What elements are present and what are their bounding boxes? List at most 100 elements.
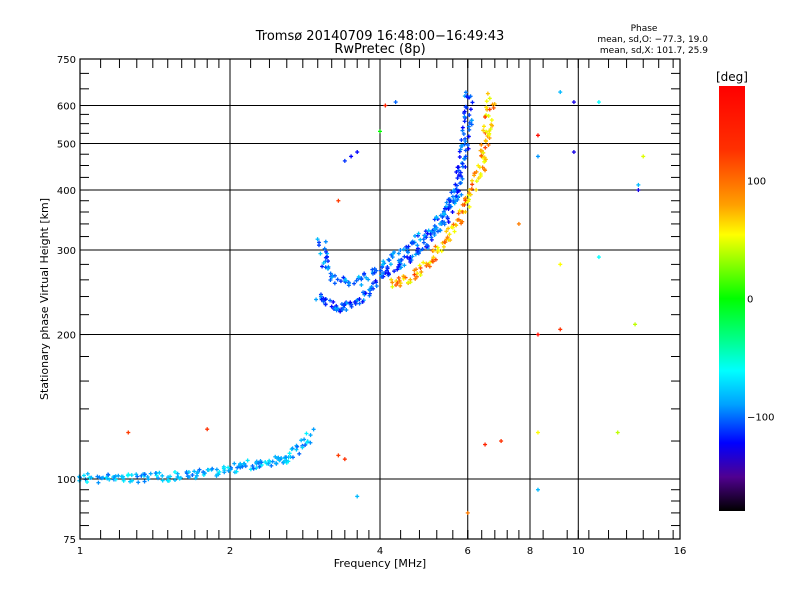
data-point xyxy=(450,225,455,230)
data-point xyxy=(466,146,471,151)
data-point xyxy=(240,464,245,469)
colorbar-label: [deg] xyxy=(716,70,748,84)
data-point xyxy=(433,244,438,249)
outlier-point xyxy=(535,430,540,435)
outlier-point xyxy=(126,430,131,435)
data-point xyxy=(483,139,488,144)
data-point xyxy=(390,255,395,260)
data-point xyxy=(145,474,150,479)
data-point xyxy=(256,461,261,466)
outlier-point xyxy=(342,158,347,163)
data-point xyxy=(457,154,462,159)
data-point xyxy=(380,274,385,279)
data-point xyxy=(395,267,400,272)
data-point xyxy=(385,265,390,270)
data-point xyxy=(464,94,469,99)
data-point xyxy=(328,298,333,303)
data-point xyxy=(438,221,443,226)
data-point xyxy=(415,271,420,276)
data-point xyxy=(487,129,492,134)
data-point xyxy=(96,480,101,485)
data-point xyxy=(257,464,262,469)
data-point xyxy=(142,479,147,484)
data-point xyxy=(323,302,328,307)
colorbar-tick-label: −100 xyxy=(747,413,774,424)
y-tick-label: 200 xyxy=(57,331,76,342)
data-point xyxy=(85,471,90,476)
data-point xyxy=(277,458,282,463)
colorbar-ticks: 100 0 −100 xyxy=(747,176,774,423)
data-point xyxy=(414,274,419,279)
data-point xyxy=(267,458,272,463)
outlier-point xyxy=(378,129,382,134)
data-point xyxy=(420,247,425,252)
data-point xyxy=(332,273,337,278)
data-point xyxy=(424,235,429,240)
outlier-point xyxy=(535,332,540,337)
data-point xyxy=(126,472,131,477)
data-point xyxy=(295,444,300,449)
data-point xyxy=(450,210,455,215)
data-point xyxy=(168,474,173,479)
outlier-point xyxy=(483,442,488,447)
data-point xyxy=(366,277,371,282)
data-point xyxy=(338,279,343,284)
data-point xyxy=(468,94,473,99)
outlier-point xyxy=(558,327,563,332)
outlier-point xyxy=(596,100,601,105)
data-point xyxy=(458,170,463,175)
data-point xyxy=(136,480,141,485)
data-point xyxy=(157,470,162,475)
data-point xyxy=(197,467,202,472)
data-point xyxy=(435,245,440,250)
outlier-point xyxy=(336,453,341,458)
data-point xyxy=(269,463,274,468)
data-point xyxy=(372,270,377,275)
data-point xyxy=(466,134,471,139)
data-point xyxy=(467,187,472,192)
data-point xyxy=(486,142,491,147)
data-point xyxy=(324,255,329,260)
data-point xyxy=(245,458,250,463)
data-point xyxy=(421,240,426,245)
data-point xyxy=(329,304,334,309)
data-point xyxy=(303,443,308,448)
data-point xyxy=(396,258,401,263)
data-points xyxy=(77,90,646,515)
outlier-point xyxy=(636,182,641,187)
y-tick-label: 750 xyxy=(57,55,76,66)
data-point xyxy=(488,126,493,131)
data-point xyxy=(432,231,437,236)
data-point xyxy=(248,467,253,472)
data-point xyxy=(410,241,415,246)
data-point xyxy=(243,464,248,469)
data-point xyxy=(470,100,475,105)
data-point xyxy=(446,219,451,224)
data-point xyxy=(331,299,336,304)
outlier-point xyxy=(615,430,620,435)
data-point xyxy=(398,248,403,253)
chart-subtitle: RwPretec (8p) xyxy=(334,42,425,57)
data-point xyxy=(390,280,395,285)
data-point xyxy=(479,153,484,158)
data-point xyxy=(360,299,365,304)
data-point xyxy=(439,249,444,254)
data-point xyxy=(407,257,412,262)
data-point xyxy=(390,284,395,289)
data-point xyxy=(462,202,467,207)
data-point xyxy=(287,451,292,456)
data-point xyxy=(388,262,393,267)
x-axis-label: Frequency [MHz] xyxy=(334,557,426,570)
data-point xyxy=(462,114,467,119)
data-point xyxy=(166,475,171,480)
data-point xyxy=(463,164,468,169)
data-point xyxy=(134,472,139,477)
data-point xyxy=(146,477,151,482)
data-point xyxy=(242,461,247,466)
data-point xyxy=(466,199,471,204)
data-point xyxy=(414,267,419,272)
data-point xyxy=(148,471,153,476)
data-point xyxy=(463,148,468,153)
y-tick-label: 600 xyxy=(57,102,76,113)
data-point xyxy=(462,156,467,161)
